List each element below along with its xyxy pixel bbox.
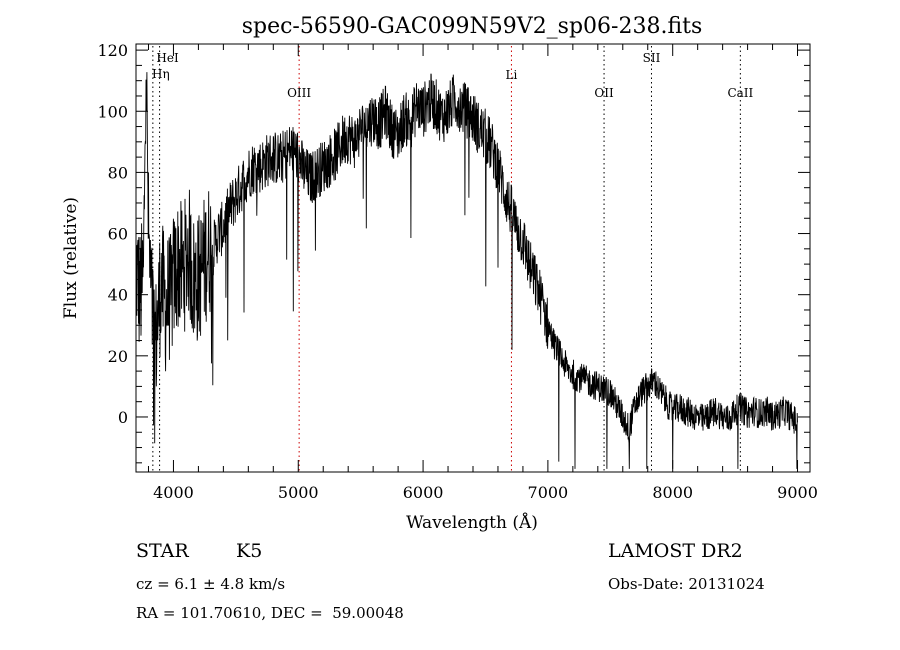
y-tick-label: 40: [108, 286, 128, 305]
survey-name: LAMOST DR2: [608, 540, 743, 562]
x-tick-label: 4000: [153, 483, 194, 502]
marker-label: Li: [506, 68, 518, 82]
observation-date: Obs-Date: 20131024: [608, 575, 765, 593]
y-tick-label: 60: [108, 225, 128, 244]
y-tick-label: 80: [108, 163, 128, 182]
spectral-subclass: K5: [236, 540, 263, 562]
series-group: [135, 72, 798, 469]
x-tick-label: 6000: [403, 483, 444, 502]
marker-label: OIII: [287, 86, 311, 100]
marker-label: SII: [643, 51, 661, 65]
y-tick-label: 120: [97, 41, 128, 60]
spectrum-trace: [135, 72, 798, 469]
x-axis-label: Wavelength (Å): [406, 512, 538, 533]
x-tick-label: 5000: [278, 483, 319, 502]
y-tick-label: 0: [118, 408, 128, 427]
ra-dec-coordinates: RA = 101.70610, DEC = 59.00048: [136, 604, 404, 622]
marker-label: CaII: [727, 86, 753, 100]
marker-label: OII: [594, 86, 614, 100]
axis-ticks: 4000 5000 6000 7000 8000 9000 0 20 40 60 80 100 120: [97, 41, 817, 502]
x-tick-label: 7000: [528, 483, 569, 502]
chart-title: spec-56590-GAC099N59V2_sp06-238.fits: [242, 14, 703, 39]
x-tick-label: 9000: [777, 483, 818, 502]
marker-label: Hη: [152, 67, 170, 81]
y-tick-label: 20: [108, 347, 128, 366]
x-tick-label: 8000: [652, 483, 693, 502]
y-axis-label: Flux (relative): [61, 197, 81, 319]
line-markers: HeI Hη OIII Li OII SII CaII: [152, 46, 754, 472]
redshift-velocity: cz = 6.1 ± 4.8 km/s: [136, 575, 286, 593]
object-class: STAR: [136, 540, 189, 562]
marker-label: HeI: [156, 51, 179, 65]
y-tick-label: 100: [97, 102, 128, 121]
